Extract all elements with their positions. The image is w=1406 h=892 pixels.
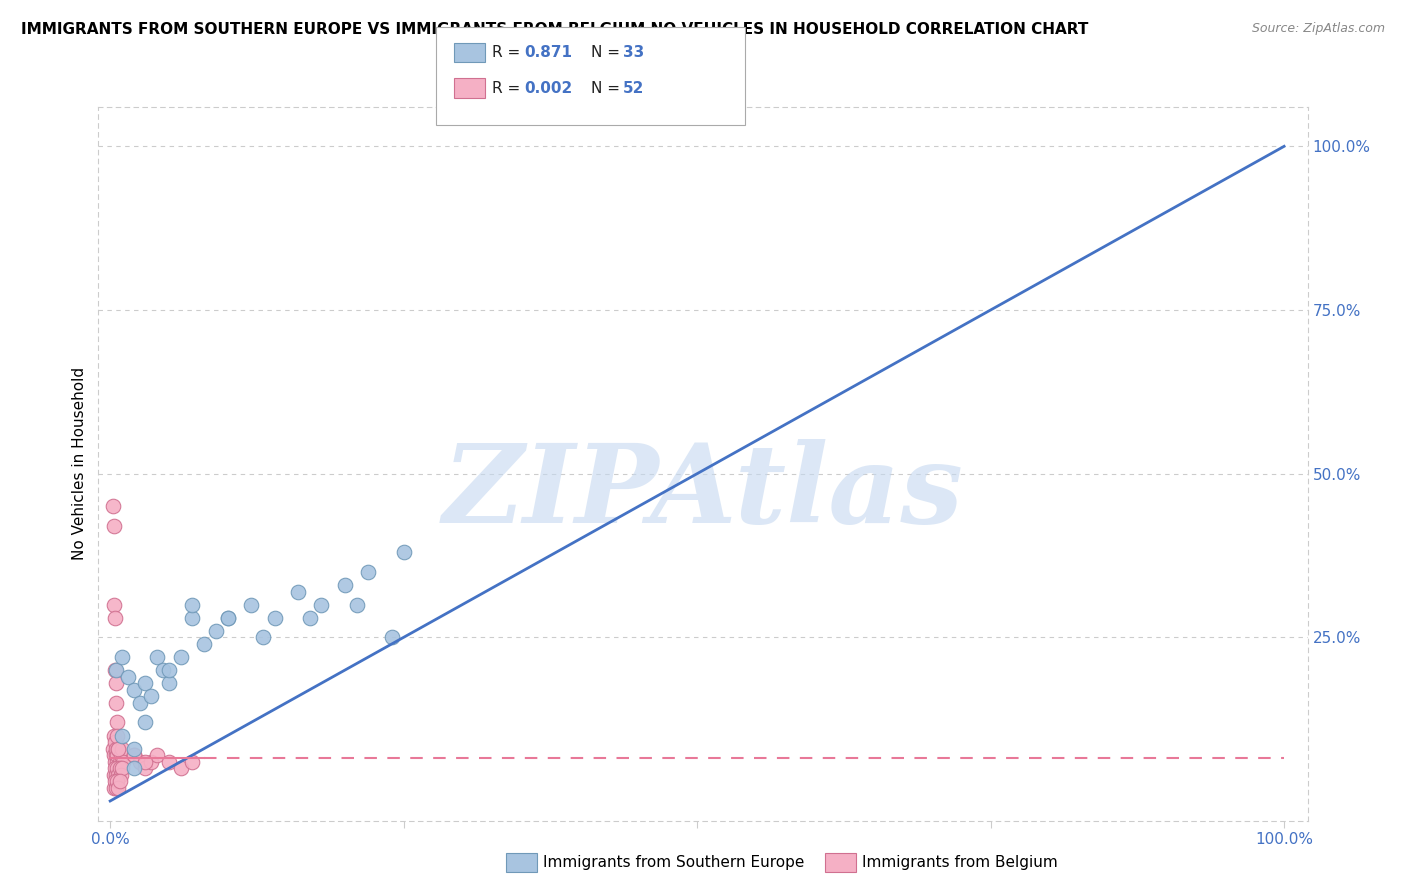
Text: N =: N =	[591, 45, 624, 60]
Point	[381, 630, 404, 644]
Point	[108, 755, 131, 769]
Point	[181, 610, 204, 624]
Point	[111, 748, 134, 763]
Text: Immigrants from Belgium: Immigrants from Belgium	[862, 855, 1057, 870]
Point	[181, 598, 204, 612]
Point	[263, 610, 285, 624]
Point	[103, 748, 125, 763]
Text: 0.871: 0.871	[524, 45, 572, 60]
Point	[287, 584, 309, 599]
Point	[128, 696, 150, 710]
Point	[110, 761, 132, 775]
Point	[105, 748, 128, 763]
Point	[146, 650, 169, 665]
Y-axis label: No Vehicles in Household: No Vehicles in Household	[72, 368, 87, 560]
Point	[107, 741, 129, 756]
Point	[141, 690, 163, 704]
Text: Source: ZipAtlas.com: Source: ZipAtlas.com	[1251, 22, 1385, 36]
Point	[217, 610, 239, 624]
Point	[108, 755, 131, 769]
Point	[122, 748, 145, 763]
Point	[298, 610, 321, 624]
Point	[104, 663, 127, 677]
Text: ZIPAtlas: ZIPAtlas	[443, 439, 963, 546]
Text: R =: R =	[492, 81, 526, 95]
Point	[333, 578, 356, 592]
Point	[157, 663, 180, 677]
Point	[105, 761, 128, 775]
Text: 0.002: 0.002	[524, 81, 572, 95]
Point	[117, 670, 139, 684]
Point	[104, 761, 127, 775]
Point	[152, 663, 174, 677]
Point	[111, 741, 134, 756]
Point	[103, 768, 125, 782]
Point	[134, 676, 156, 690]
Point	[103, 519, 125, 533]
Point	[110, 768, 132, 782]
Point	[105, 774, 128, 789]
Point	[105, 780, 128, 795]
Point	[122, 761, 145, 775]
Point	[103, 598, 125, 612]
Point	[104, 735, 127, 749]
Point	[105, 741, 128, 756]
Point	[105, 755, 128, 769]
Point	[105, 715, 128, 730]
Point	[108, 761, 131, 775]
Text: IMMIGRANTS FROM SOUTHERN EUROPE VS IMMIGRANTS FROM BELGIUM NO VEHICLES IN HOUSEH: IMMIGRANTS FROM SOUTHERN EUROPE VS IMMIG…	[21, 22, 1088, 37]
Text: 33: 33	[623, 45, 644, 60]
Point	[134, 761, 156, 775]
Point	[141, 755, 163, 769]
Point	[134, 755, 156, 769]
Point	[122, 682, 145, 697]
Point	[122, 748, 145, 763]
Point	[157, 676, 180, 690]
Point	[105, 729, 128, 743]
Point	[146, 748, 169, 763]
Point	[107, 761, 129, 775]
Point	[217, 610, 239, 624]
Point	[181, 755, 204, 769]
Point	[240, 598, 263, 612]
Point	[110, 748, 132, 763]
Text: Immigrants from Southern Europe: Immigrants from Southern Europe	[543, 855, 804, 870]
Point	[311, 598, 333, 612]
Point	[112, 755, 135, 769]
Point	[134, 715, 156, 730]
Point	[104, 774, 127, 789]
Point	[107, 768, 129, 782]
Point	[104, 755, 127, 769]
Point	[392, 545, 415, 559]
Point	[122, 741, 145, 756]
Point	[105, 676, 128, 690]
Point	[204, 624, 226, 638]
Point	[111, 729, 134, 743]
Text: 52: 52	[623, 81, 644, 95]
Point	[103, 729, 125, 743]
Point	[128, 755, 150, 769]
Text: R =: R =	[492, 45, 526, 60]
Point	[111, 650, 134, 665]
Point	[105, 696, 128, 710]
Point	[169, 761, 191, 775]
Point	[105, 663, 128, 677]
Point	[104, 610, 127, 624]
Point	[252, 630, 274, 644]
Point	[169, 650, 191, 665]
Point	[157, 755, 180, 769]
Point	[103, 780, 125, 795]
Point	[107, 741, 129, 756]
Point	[108, 774, 131, 789]
Point	[357, 565, 380, 579]
Point	[101, 741, 124, 756]
Point	[105, 768, 128, 782]
Point	[193, 637, 215, 651]
Point	[101, 500, 124, 514]
Point	[107, 780, 129, 795]
Point	[111, 761, 134, 775]
Text: N =: N =	[591, 81, 624, 95]
Point	[105, 748, 128, 763]
Point	[346, 598, 368, 612]
